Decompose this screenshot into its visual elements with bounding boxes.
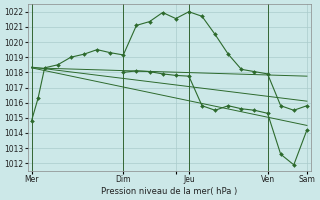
X-axis label: Pression niveau de la mer( hPa ): Pression niveau de la mer( hPa ) <box>101 187 237 196</box>
